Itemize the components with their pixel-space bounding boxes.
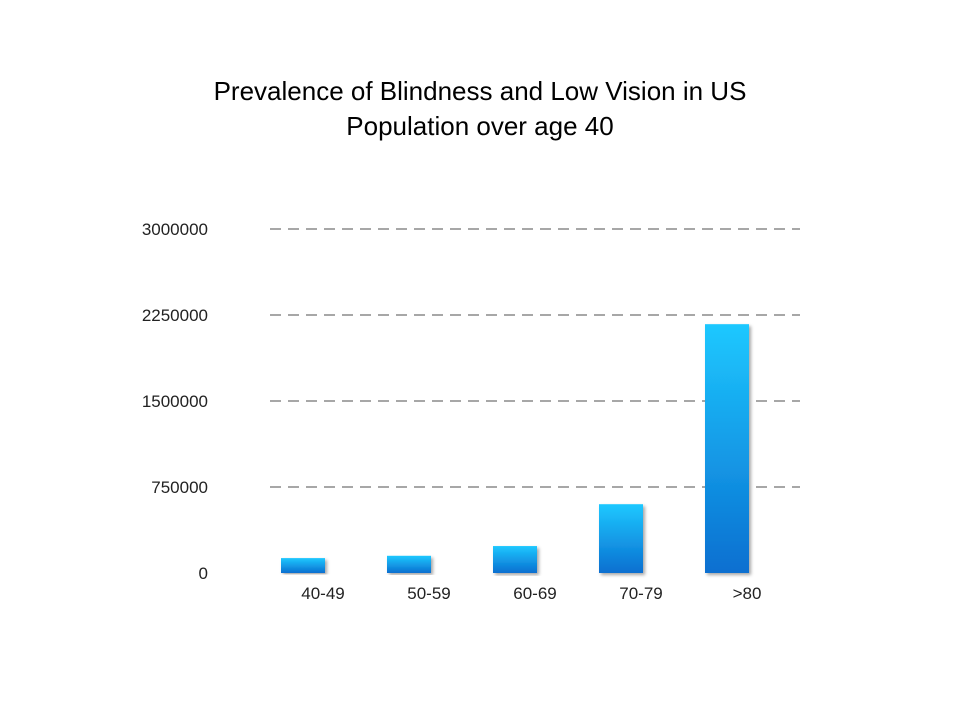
y-tick-label: 3000000	[142, 220, 208, 239]
bar	[493, 546, 537, 573]
bars	[281, 324, 749, 573]
bar	[599, 504, 643, 573]
x-tick-label: 50-59	[407, 584, 450, 603]
bar	[281, 558, 325, 573]
x-tick-label: >80	[733, 584, 762, 603]
bar	[705, 324, 749, 573]
x-axis-tick-labels: 40-49 50-59 60-69 70-79 >80	[301, 584, 761, 603]
x-tick-label: 40-49	[301, 584, 344, 603]
chart-title: Prevalence of Blindness and Low Vision i…	[0, 74, 960, 144]
bar	[387, 555, 431, 573]
y-tick-label: 2250000	[142, 306, 208, 325]
x-tick-label: 70-79	[619, 584, 662, 603]
y-axis-tick-labels: 0 750000 1500000 2250000 3000000	[142, 220, 208, 583]
y-tick-label: 0	[199, 564, 208, 583]
x-tick-label: 60-69	[513, 584, 556, 603]
y-tick-label: 1500000	[142, 392, 208, 411]
chart-title-line-1: Prevalence of Blindness and Low Vision i…	[213, 76, 747, 106]
y-tick-label: 750000	[151, 478, 208, 497]
chart-title-line-2: Population over age 40	[346, 111, 614, 141]
